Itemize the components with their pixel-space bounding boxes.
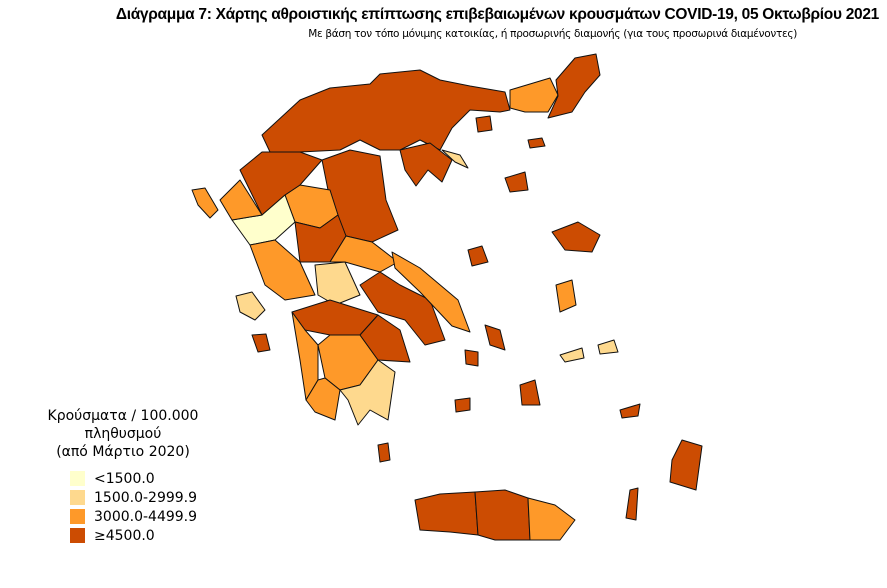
region-ikaria (597, 339, 619, 355)
region-cyclades-west (464, 349, 479, 367)
region-skyros (467, 245, 489, 267)
region-samothraki (527, 137, 546, 149)
region-aitoloakarnania (249, 239, 316, 301)
region-karpathos (625, 487, 639, 521)
region-crete-central (474, 489, 531, 541)
region-chalkidiki (399, 142, 453, 187)
region-rhodes (669, 439, 703, 491)
region-north-macedonia-thrace (261, 69, 511, 153)
legend-label: 1500.0-2999.9 (94, 489, 198, 506)
region-samos (559, 347, 585, 363)
region-milos (454, 397, 471, 413)
legend-swatch (70, 490, 85, 505)
legend-label: <1500.0 (94, 470, 155, 487)
region-laconia (339, 359, 396, 426)
region-crete-west (414, 491, 479, 536)
legend-label: ≥4500.0 (94, 527, 155, 544)
legend-swatch (70, 471, 85, 486)
legend-swatch (70, 528, 85, 543)
legend-item: 3000.0-4499.9 (70, 507, 238, 526)
legend-label: 3000.0-4499.9 (94, 508, 198, 525)
region-attica-boeotia (359, 271, 446, 346)
region-lemnos (504, 171, 529, 193)
region-fokida (314, 261, 361, 306)
region-kos (619, 403, 641, 419)
region-andros (484, 324, 506, 351)
region-preveza (219, 179, 263, 221)
legend-title-line1: Κρούσματα / 100.000 πληθυσμού (47, 408, 199, 442)
region-kefalonia (235, 291, 266, 321)
region-argolida (359, 314, 411, 363)
legend-title-line2: (από Μάρτιο 2020) (56, 444, 190, 460)
region-east-macedonia (509, 77, 559, 113)
legend-swatch (70, 509, 85, 524)
region-kythira (377, 442, 391, 463)
legend-item: 1500.0-2999.9 (70, 488, 238, 507)
region-corfu (191, 187, 219, 219)
map-legend: Κρούσματα / 100.000 πληθυσμού (από Μάρτι… (8, 407, 238, 545)
map-title: Διάγραμμα 7: Χάρτης αθροιστικής επίπτωση… (115, 6, 879, 23)
legend-title: Κρούσματα / 100.000 πληθυσμού (από Μάρτι… (8, 407, 238, 461)
region-naxos (519, 379, 541, 406)
region-crete-east (527, 497, 576, 541)
region-thassos (475, 115, 493, 133)
region-evia (391, 251, 471, 333)
region-evros (547, 53, 601, 119)
region-chios (555, 279, 577, 313)
map-subtitle: Με βάση τον τόπο μόνιμης κατοικίας, ή πρ… (308, 28, 797, 40)
region-lesvos (551, 221, 601, 253)
legend-item: ≥4500.0 (70, 526, 238, 545)
legend-item: <1500.0 (70, 469, 238, 488)
region-zakynthos (251, 333, 271, 353)
region-athos (441, 149, 469, 169)
